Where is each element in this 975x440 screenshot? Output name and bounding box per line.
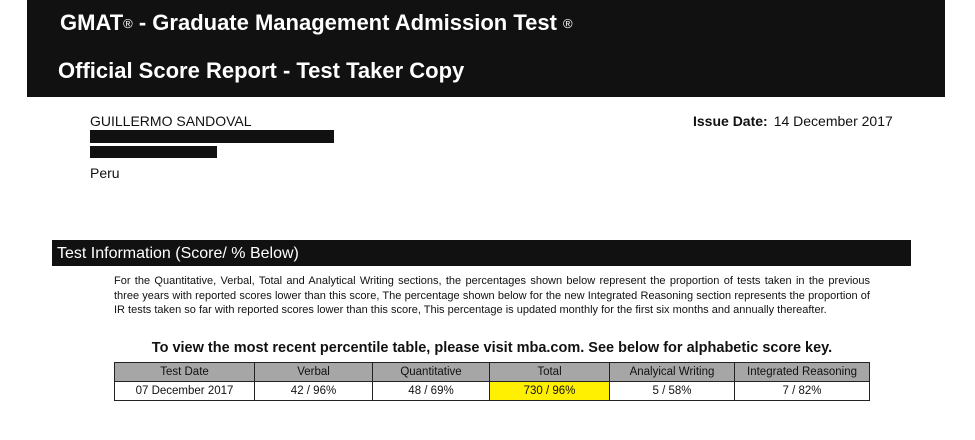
issue-date-value: 14 December 2017 (773, 113, 893, 129)
header-subtitle: Official Score Report - Test Taker Copy (58, 58, 465, 83)
registered-mark: ® (123, 16, 133, 31)
header-analytical-writing: Analyical Writing (609, 362, 735, 382)
table-row: 07 December 2017 42 / 96% 48 / 69% 730 /… (114, 381, 870, 401)
header-title: GMAT® - Graduate Management Admission Te… (60, 10, 573, 36)
table-header-row: Test Date Verbal Quantitative Total Anal… (114, 362, 870, 382)
header-test-date: Test Date (114, 362, 255, 382)
percentile-notice: To view the most recent percentile table… (151, 340, 833, 356)
header-quantitative: Quantitative (372, 362, 490, 382)
description-paragraph: For the Quantitative, Verbal, Total and … (114, 275, 870, 316)
candidate-country: Peru (90, 165, 120, 181)
header-verbal: Verbal (254, 362, 373, 382)
cell-test-date: 07 December 2017 (114, 381, 255, 401)
cell-verbal: 42 / 96% (254, 381, 373, 401)
registered-mark: ® (563, 16, 573, 31)
section-title: Test Information (Score/ % Below) (52, 240, 911, 266)
candidate-name: GUILLERMO SANDOVAL (90, 113, 252, 129)
score-table: Test Date Verbal Quantitative Total Anal… (114, 362, 870, 401)
gmat-label: GMAT (60, 10, 124, 35)
cell-quantitative: 48 / 69% (372, 381, 490, 401)
header-total: Total (489, 362, 610, 382)
redacted-address-line-1 (90, 130, 334, 143)
redacted-address-line-2 (90, 146, 217, 158)
cell-analytical-writing: 5 / 58% (609, 381, 735, 401)
issue-date-label: Issue Date: (693, 113, 768, 129)
cell-integrated-reasoning: 7 / 82% (734, 381, 870, 401)
cell-total: 730 / 96% (489, 381, 610, 401)
issue-date: Issue Date: 14 December 2017 (693, 113, 893, 129)
header-integrated-reasoning: Integrated Reasoning (734, 362, 870, 382)
report-header: GMAT® - Graduate Management Admission Te… (27, 0, 945, 97)
header-title-rest: - Graduate Management Admission Test (132, 10, 564, 35)
